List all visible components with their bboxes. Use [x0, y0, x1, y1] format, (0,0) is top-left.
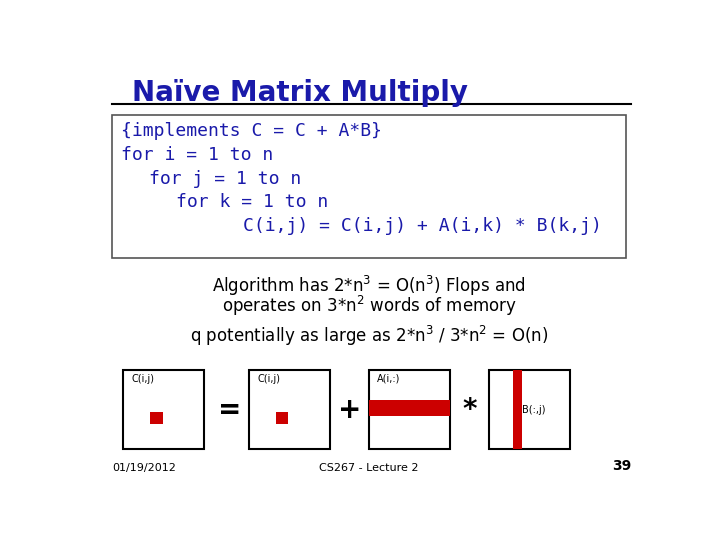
Bar [249, 370, 330, 449]
Text: C(i,j): C(i,j) [132, 374, 155, 384]
Text: q potentially as large as 2*n$^3$ / 3*n$^2$ = O(n): q potentially as large as 2*n$^3$ / 3*n$… [190, 323, 548, 348]
Bar [369, 370, 450, 449]
Text: *: * [462, 396, 477, 424]
Text: for k = 1 to n: for k = 1 to n [176, 193, 329, 211]
Text: CS267 - Lecture 2: CS267 - Lecture 2 [319, 463, 419, 473]
Bar [489, 370, 570, 449]
Text: 01/19/2012: 01/19/2012 [112, 463, 176, 473]
Text: for j = 1 to n: for j = 1 to n [148, 170, 301, 187]
Text: Naïve Matrix Multiply: Naïve Matrix Multiply [132, 79, 468, 107]
Text: +: + [338, 396, 361, 424]
Text: operates on 3*n$^2$ words of memory: operates on 3*n$^2$ words of memory [222, 294, 516, 319]
Bar [112, 114, 626, 258]
Text: {implements C = C + A*B}: {implements C = C + A*B} [121, 122, 382, 140]
Bar [124, 370, 204, 449]
Bar [369, 401, 450, 416]
Bar [276, 412, 288, 424]
Text: A(i,:): A(i,:) [377, 374, 401, 384]
Text: B(:,j): B(:,j) [523, 405, 546, 415]
Text: Algorithm has 2*n$^3$ = O(n$^3$) Flops and: Algorithm has 2*n$^3$ = O(n$^3$) Flops a… [212, 274, 526, 298]
Text: =: = [218, 396, 241, 424]
Text: 39: 39 [612, 459, 631, 473]
Text: C(i,j) = C(i,j) + A(i,k) * B(k,j): C(i,j) = C(i,j) + A(i,k) * B(k,j) [243, 217, 603, 235]
Bar [513, 370, 522, 449]
Bar [150, 412, 163, 424]
Text: for i = 1 to n: for i = 1 to n [121, 146, 273, 164]
Text: C(i,j): C(i,j) [258, 374, 280, 384]
